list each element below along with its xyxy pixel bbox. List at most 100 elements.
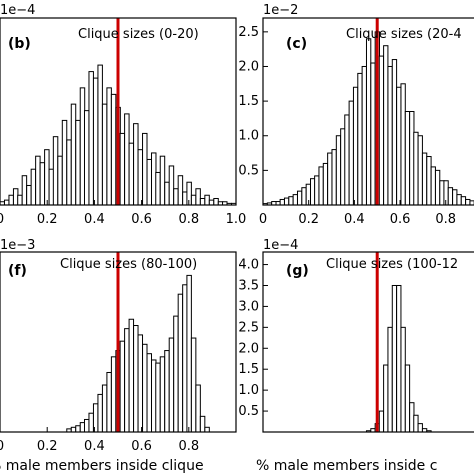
histogram-bar-c-45: [456, 194, 462, 206]
histogram-bar-b-45: [199, 197, 206, 206]
histogram-bar-c-24: [365, 38, 372, 206]
histogram-bar-b-30: [133, 123, 139, 206]
histogram-bar-c-31: [396, 86, 402, 206]
histogram-bar-f-24: [173, 315, 179, 433]
histogram-bar-b-4: [17, 194, 23, 206]
histogram-bar-f-30: [199, 415, 206, 433]
panel-b-label: Clique sizes (0-20): [78, 27, 199, 42]
histogram-bar-b-47: [208, 199, 215, 206]
histogram-bar-b-16: [70, 103, 77, 206]
xtick-label-f-2: 0.4: [84, 439, 105, 454]
histogram-bar-c-33: [404, 111, 411, 206]
histogram-bar-b-22: [97, 64, 103, 206]
histogram-bar-b-5: [21, 175, 28, 206]
histogram-bar-c-22: [357, 72, 363, 206]
ytick-label-c-2: 1.5: [238, 94, 259, 109]
xtick-label-c-1: 0.2: [298, 212, 319, 227]
histogram-bar-b-31: [137, 149, 144, 206]
histogram-bar-f-17: [142, 343, 148, 433]
histogram-bar-c-30: [391, 59, 398, 206]
histogram-bar-c-35: [413, 131, 419, 206]
histogram-bar-b-36: [159, 155, 166, 206]
plot-frame-b: [0, 17, 237, 206]
histogram-bar-b-15: [66, 139, 72, 206]
histogram-bar-f-8: [101, 384, 108, 433]
panel-g-label: Clique sizes (100-12: [326, 257, 458, 272]
xtick-label-b-3: 0.6: [131, 212, 152, 227]
histogram-bar-c-28: [383, 45, 389, 206]
histogram-bar-b-21: [92, 77, 99, 206]
panel-c-axes: 0 0.2 0.4 0.6 0.8 0.5 1.0 1.5 2.0 2.5: [238, 17, 474, 227]
ytick-label-c-3: 2.0: [238, 59, 259, 74]
histogram-bar-c-44: [452, 189, 458, 206]
xtick-label-f-1: 0.2: [37, 439, 58, 454]
histogram-bar-b-17: [75, 119, 81, 206]
xlabel-right: % male members inside c: [256, 458, 437, 474]
histogram-bar-c-38: [426, 156, 432, 206]
histogram-bar-c-13: [318, 166, 324, 206]
xtick-label-f-4: 0.8: [178, 439, 199, 454]
histogram-bar-c-46: [460, 196, 467, 206]
histogram-bar-c-27: [378, 55, 385, 206]
xtick-label-c-0: 0: [259, 212, 267, 227]
panel-f-label: Clique sizes (80-100): [60, 257, 197, 272]
histogram-bar-b-14: [61, 119, 68, 206]
histogram-bar-f-1: [70, 426, 77, 433]
ytick-label-g-0: 0.5: [238, 404, 259, 419]
histogram-bar-b-19: [83, 110, 90, 206]
histogram-bar-b-1: [3, 199, 10, 206]
histogram-bar-b-43: [190, 194, 197, 206]
xtick-label-b-0: 0: [0, 212, 4, 227]
ytick-label-g-5: 3.0: [238, 299, 259, 314]
histogram-bar-g-8: [400, 326, 406, 433]
xtick-label-c-4: 0.8: [435, 212, 456, 227]
histogram-bar-b-20: [88, 71, 94, 206]
histogram-bar-b-40: [177, 175, 184, 206]
histogram-bar-b-2: [8, 194, 14, 206]
panel-b-exponent: 1e−4: [0, 3, 35, 18]
histogram-bar-f-10: [110, 356, 117, 433]
panel-g-letter: (g): [286, 263, 309, 279]
ytick-label-g-2: 1.5: [238, 362, 259, 377]
histogram-bar-c-32: [400, 83, 406, 206]
xtick-label-b-5: 1.0: [226, 212, 247, 227]
histogram-bar-g-11: [413, 414, 419, 433]
histogram-bar-f-9: [106, 371, 112, 433]
histogram-bar-c-5: [283, 197, 290, 206]
histogram-bar-c-4: [279, 198, 285, 206]
histogram-bar-f-14: [128, 318, 135, 433]
histogram-bar-c-14: [322, 162, 329, 206]
plot-frame-g: [262, 251, 474, 433]
ytick-label-g-4: 2.5: [238, 320, 259, 335]
histogram-bar-c-25: [370, 62, 376, 206]
xtick-label-f-3: 0.6: [131, 439, 152, 454]
histogram-bar-f-27: [186, 274, 192, 433]
panel-c-label: Clique sizes (20-4: [346, 27, 462, 42]
histogram-bar-b-32: [142, 132, 148, 206]
panel-c-exponent: 1e−2: [263, 3, 298, 18]
ytick-label-c-4: 2.5: [238, 25, 259, 40]
histogram-bar-g-12: [417, 423, 423, 433]
ytick-label-g-7: 4.0: [238, 258, 259, 273]
histogram-bar-b-46: [204, 194, 210, 206]
histogram-bar-b-9: [39, 162, 46, 206]
histogram-bar-c-40: [434, 169, 441, 206]
histogram-bar-f-5: [88, 412, 94, 433]
histogram-bar-b-27: [119, 132, 126, 206]
histogram-bar-b-35: [155, 171, 161, 206]
histogram-bar-c-23: [361, 65, 367, 206]
panel-b-axes: 0 0.2 0.4 0.6 0.8 1.0: [0, 17, 247, 227]
histogram-bar-b-8: [35, 155, 41, 206]
histogram-bar-f-28: [190, 337, 197, 433]
histogram-bar-f-29: [195, 384, 201, 433]
histogram-bar-c-20: [348, 100, 354, 206]
ytick-label-c-1: 1.0: [238, 129, 259, 144]
histogram-bar-b-6: [26, 184, 32, 206]
histogram-bar-b-10: [44, 149, 50, 206]
histogram-bar-b-48: [213, 197, 219, 206]
histogram-bar-f-16: [137, 334, 144, 433]
histogram-bar-f-23: [168, 337, 175, 433]
histogram-bar-b-23: [101, 103, 108, 206]
histogram-bar-g-7: [396, 284, 402, 433]
